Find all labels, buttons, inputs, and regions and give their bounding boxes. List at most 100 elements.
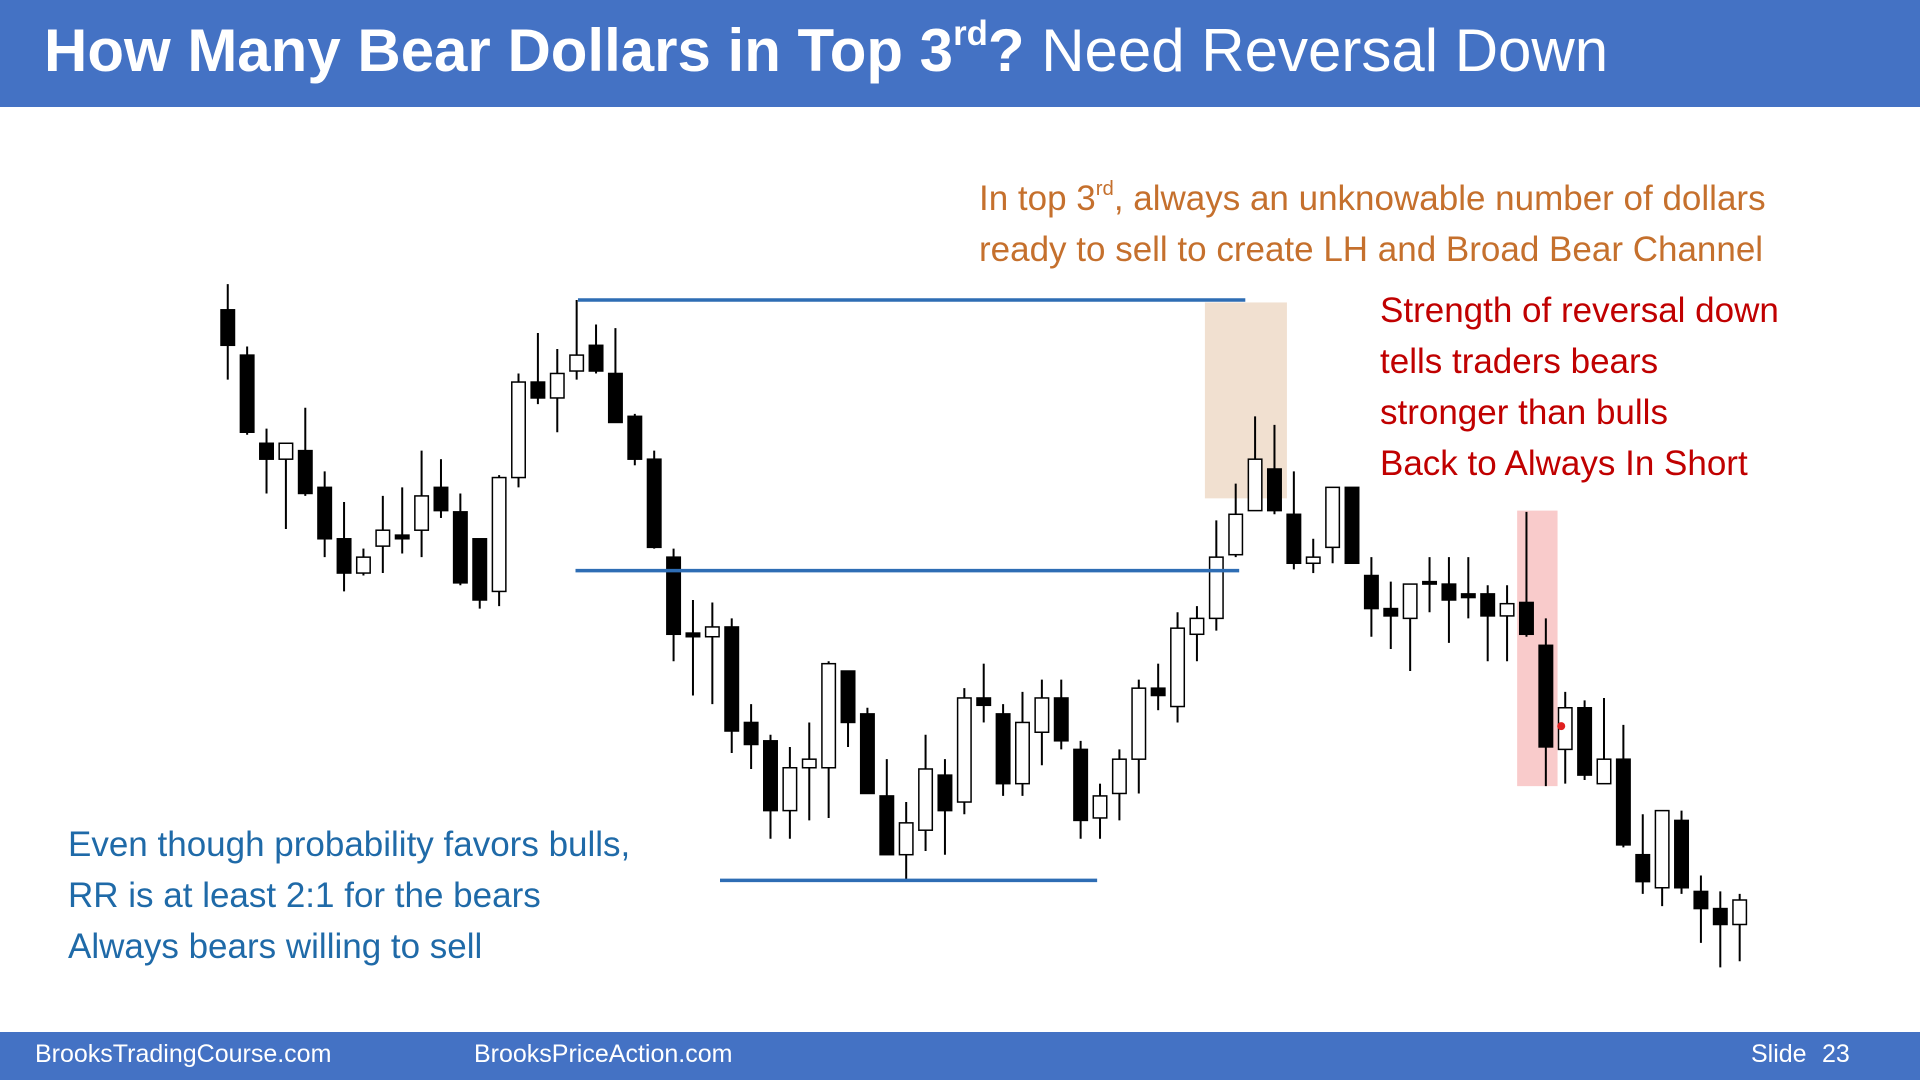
candle-body [1305, 556, 1321, 565]
slide-label: Slide [1751, 1040, 1807, 1068]
candle-body [452, 511, 468, 584]
candle-body [239, 354, 255, 433]
candle-body [220, 309, 236, 347]
candle-body [1577, 707, 1593, 776]
candle-body [278, 442, 294, 460]
candle-body [297, 449, 313, 495]
candle-body [898, 822, 914, 856]
candle-body [627, 415, 643, 460]
candle-body [956, 697, 972, 803]
title-superscript: rd [953, 13, 988, 53]
footer-link: BrooksPriceAction.com [474, 1040, 733, 1068]
candle-body [1518, 601, 1534, 636]
candle-body [1073, 748, 1089, 822]
candle-body [1635, 853, 1651, 883]
candle-body [1034, 697, 1050, 733]
title-text: How Many Bear Dollars in Top 3 [44, 17, 954, 84]
candle-body [1170, 627, 1186, 708]
candle-body [1266, 468, 1282, 512]
candle-body [724, 626, 740, 732]
candle-body [646, 458, 662, 549]
candle-body [375, 529, 391, 547]
candle-body [569, 354, 585, 372]
footer-bar [0, 1032, 1920, 1080]
title-bold: How Many Bear Dollars in Top 3rd? [44, 13, 1025, 84]
candle-body [821, 662, 837, 769]
candle-body [1325, 486, 1341, 549]
annotation: In top 3rd, always an unknowable number … [979, 173, 1766, 275]
candle-body [763, 740, 778, 812]
candle-body [918, 768, 934, 831]
candle-body [1150, 687, 1166, 697]
candle-body [1460, 593, 1476, 599]
candle-body [414, 495, 430, 531]
candle-body [1344, 486, 1360, 565]
candle-body [1247, 458, 1263, 512]
candle-body [259, 442, 275, 460]
candle-body [1208, 556, 1224, 620]
slide-title: How Many Bear Dollars in Top 3rd? Need R… [44, 16, 1608, 85]
candle-body [1053, 697, 1069, 742]
annotation-line: Strength of reversal down [1380, 291, 1779, 330]
highlight-zone [1204, 302, 1287, 499]
candle-body [1092, 795, 1108, 819]
candle-body [588, 344, 604, 372]
annotation-line: Always bears willing to sell [68, 927, 483, 966]
title-text: Need Reversal Down [1041, 17, 1609, 84]
candle-body [1383, 607, 1399, 617]
annotation-line: RR is at least 2:1 for the bears [68, 876, 541, 915]
candle-body [549, 372, 565, 399]
candle-body [782, 767, 798, 812]
title-bar [0, 0, 1920, 107]
marker-dot [1557, 722, 1566, 731]
candle-body [433, 486, 449, 512]
candle-body [859, 713, 875, 795]
candle-body [607, 372, 623, 424]
candle-body [1015, 721, 1030, 785]
candle-body [355, 556, 371, 574]
candle-body [685, 632, 701, 638]
candle-body [1654, 809, 1670, 889]
slide-number: 23 [1822, 1040, 1850, 1068]
candle-body [1111, 758, 1127, 795]
annotation-superscript: rd [1095, 177, 1114, 200]
candle-body [801, 758, 817, 769]
candle-body [1732, 899, 1748, 926]
candle-body [1441, 583, 1457, 601]
annotation: Strength of reversal down tells traders … [1380, 285, 1779, 489]
candle-body [666, 556, 682, 636]
footer-link: BrooksTradingCourse.com [35, 1040, 332, 1068]
annotation-line: In top 3rd, always an unknowable number … [979, 173, 1766, 224]
candle-body [1228, 513, 1244, 556]
title-text: ? [987, 17, 1025, 84]
candle-body [879, 795, 895, 856]
candle-body [1693, 890, 1709, 910]
candle-body [1363, 574, 1379, 610]
candle-body [336, 538, 352, 574]
annotation-line: stronger than bulls [1380, 393, 1668, 432]
candle-body [472, 538, 488, 601]
annotation: Even though probability favors bulls, RR… [68, 819, 630, 972]
candle-body [743, 721, 759, 746]
candle-body [1189, 617, 1205, 636]
candle-body [1712, 907, 1728, 926]
annotation-line: ready to sell to create LH and Broad Bea… [979, 230, 1764, 269]
candle-body [1402, 583, 1418, 620]
candle-body [1596, 758, 1612, 785]
annotation-line: Back to Always In Short [1380, 444, 1748, 483]
candle-body [1538, 644, 1554, 748]
candle-body [530, 381, 546, 399]
candle-body [1615, 758, 1631, 846]
candle-body [317, 486, 333, 540]
annotation-line: tells traders bears [1380, 342, 1659, 381]
annotation-text: In top 3 [979, 179, 1096, 218]
candle-body [840, 670, 856, 724]
candle-body [704, 626, 720, 638]
annotation-line: Even though probability favors bulls, [68, 825, 631, 864]
candle-body [1499, 602, 1515, 617]
candle-body [1480, 593, 1496, 617]
candle-body [1674, 819, 1690, 889]
candle-body [394, 534, 410, 540]
